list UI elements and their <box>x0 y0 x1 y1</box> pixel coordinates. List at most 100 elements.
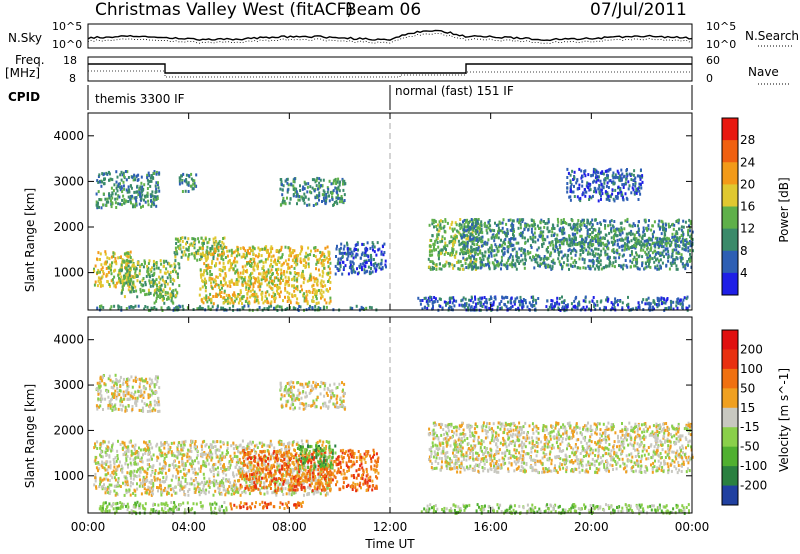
data-cell <box>476 238 479 242</box>
data-cell <box>572 247 575 251</box>
data-cell <box>478 228 481 232</box>
data-cell <box>144 283 147 287</box>
data-cell <box>179 243 182 247</box>
data-cell <box>570 189 572 193</box>
data-cell <box>606 192 609 196</box>
data-cell <box>276 271 278 275</box>
data-cell <box>131 175 134 179</box>
data-cell <box>665 252 668 256</box>
data-cell <box>232 304 235 308</box>
data-cell <box>562 230 565 234</box>
data-cell <box>589 267 592 271</box>
data-cell <box>569 185 572 189</box>
data-cell <box>610 301 613 305</box>
data-cell <box>356 272 359 276</box>
data-cell <box>340 242 343 246</box>
data-cell <box>593 302 596 306</box>
data-cell <box>156 403 159 407</box>
data-cell <box>217 249 220 253</box>
data-cell <box>292 249 295 252</box>
data-cell <box>233 291 236 295</box>
data-cell <box>146 178 149 182</box>
data-cell <box>147 288 150 292</box>
data-cell <box>218 286 221 289</box>
data-cell <box>141 406 144 410</box>
data-cell <box>242 271 245 275</box>
data-cell <box>221 286 223 290</box>
data-cell <box>647 256 650 260</box>
data-cell <box>342 268 345 271</box>
data-cell <box>114 201 117 205</box>
data-cell <box>637 224 639 228</box>
data-cell <box>322 280 325 284</box>
data-cell <box>442 245 445 249</box>
data-cell <box>452 248 455 252</box>
data-cell <box>671 254 674 257</box>
data-cell <box>551 299 554 303</box>
data-cell <box>630 239 633 243</box>
data-cell <box>464 220 467 224</box>
data-cell <box>576 195 579 199</box>
data-cell <box>307 265 310 269</box>
data-cell <box>684 239 687 242</box>
data-cell <box>161 298 164 302</box>
data-cell <box>690 236 693 240</box>
data-cell <box>93 267 95 271</box>
data-cell <box>475 247 478 251</box>
data-cell <box>462 246 465 250</box>
data-cell <box>489 229 492 233</box>
data-cell <box>132 396 135 400</box>
data-cell <box>218 268 221 272</box>
data-cell <box>466 244 469 248</box>
data-cell <box>604 253 607 257</box>
data-cell <box>571 243 574 247</box>
data-cell <box>150 269 153 273</box>
data-cell <box>594 235 597 239</box>
data-cell <box>146 381 149 384</box>
data-cell <box>494 234 497 238</box>
data-cell <box>457 239 460 243</box>
data-cell <box>506 245 509 249</box>
data-cell <box>201 273 204 277</box>
data-cell <box>575 181 578 185</box>
data-cell <box>460 299 463 303</box>
data-cell <box>100 206 103 210</box>
data-cell <box>671 250 674 254</box>
data-cell <box>517 241 520 245</box>
data-cell <box>233 299 236 303</box>
data-cell <box>200 257 203 261</box>
data-cell <box>149 393 151 397</box>
data-cell <box>566 303 569 307</box>
data-cell <box>105 203 108 207</box>
data-cell <box>247 261 250 265</box>
data-cell <box>176 291 179 295</box>
data-cell <box>197 252 200 256</box>
data-cell <box>632 258 635 261</box>
data-cell <box>499 221 502 225</box>
data-cell <box>641 261 644 265</box>
data-cell <box>571 249 574 253</box>
data-cell <box>647 258 650 262</box>
data-cell <box>312 300 315 303</box>
data-cell <box>536 261 539 265</box>
data-cell <box>319 281 322 285</box>
noise-tick-top-right: 10^5 <box>706 20 736 33</box>
data-cell <box>211 286 214 290</box>
data-cell <box>112 254 115 258</box>
cpid-segment-1: themis 3300 IF <box>95 92 185 106</box>
data-cell <box>571 237 574 241</box>
data-cell <box>146 192 149 196</box>
data-cell <box>248 252 251 256</box>
data-cell <box>339 264 342 267</box>
data-cell <box>504 295 507 299</box>
data-cell <box>481 252 484 256</box>
data-cell <box>278 286 280 290</box>
data-cell <box>489 246 491 250</box>
data-cell <box>165 267 168 271</box>
data-cell <box>140 389 143 393</box>
data-cell <box>218 253 221 257</box>
data-cell <box>638 304 641 307</box>
data-cell <box>639 248 642 252</box>
data-cell <box>238 298 241 302</box>
data-cell <box>149 387 152 391</box>
